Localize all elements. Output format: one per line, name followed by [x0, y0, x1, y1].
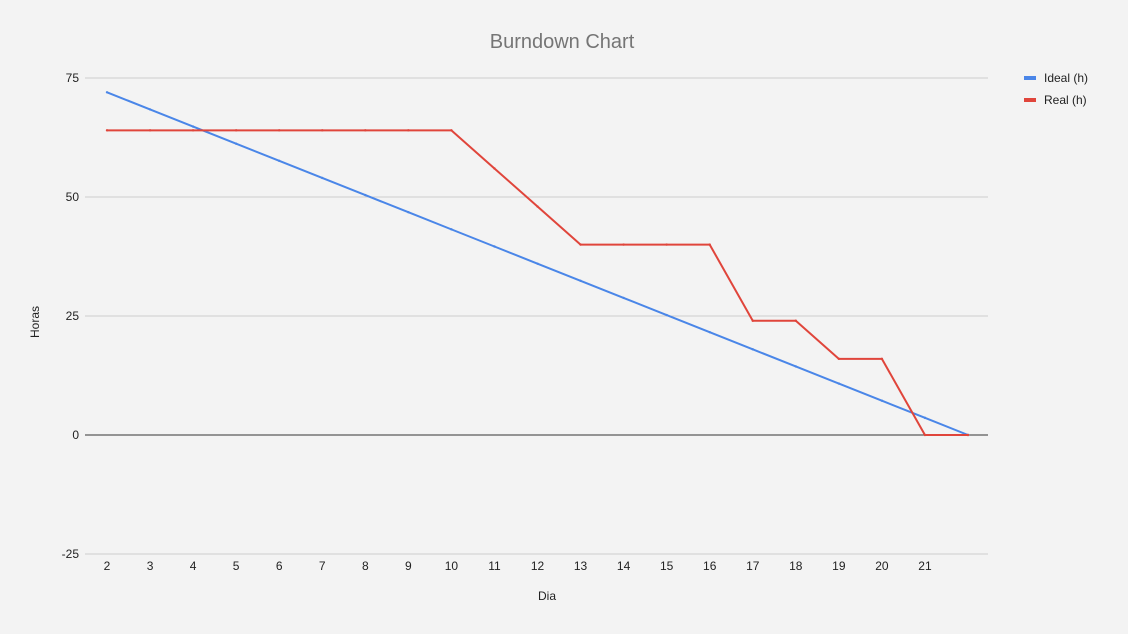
- data-point-ideal-h: [450, 228, 453, 231]
- y-axis-ticks: 75 50 25 0 -25: [62, 71, 80, 561]
- data-point-real-h: [665, 243, 668, 246]
- data-point-real-h: [622, 243, 625, 246]
- data-point-ideal-h: [321, 176, 324, 180]
- legend[interactable]: Ideal (h) Real (h): [1024, 71, 1088, 107]
- data-point-real-h: [837, 357, 841, 361]
- data-point-real-h: [493, 167, 496, 170]
- data-point-real-h: [191, 129, 195, 132]
- data-point-ideal-h: [837, 382, 841, 385]
- x-tick-label: 16: [703, 559, 717, 573]
- data-point-ideal-h: [794, 365, 797, 368]
- x-tick-label: 13: [574, 559, 588, 573]
- data-point-real-h: [278, 129, 281, 132]
- data-point-real-h: [321, 129, 324, 132]
- y-tick-label: 25: [66, 309, 80, 323]
- x-tick-label: 21: [918, 559, 932, 573]
- x-tick-label: 20: [875, 559, 889, 573]
- data-point-ideal-h: [880, 399, 884, 402]
- x-tick-label: 17: [746, 559, 760, 573]
- data-point-real-h: [880, 357, 884, 361]
- data-point-real-h: [579, 243, 582, 246]
- x-tick-label: 10: [445, 559, 459, 573]
- x-axis-label: Dia: [538, 589, 556, 603]
- series-line-real-h: [107, 129, 968, 436]
- x-tick-label: 12: [531, 559, 545, 573]
- y-tick-label: 75: [66, 71, 80, 85]
- legend-entry: Real (h): [1044, 93, 1087, 107]
- x-tick-label: 8: [362, 559, 369, 573]
- data-point-real-h: [148, 129, 152, 132]
- y-tick-label: 0: [72, 428, 79, 442]
- data-point-real-h: [407, 129, 410, 132]
- data-point-real-h: [105, 129, 109, 132]
- data-point-real-h: [923, 433, 927, 437]
- data-point-real-h: [536, 205, 539, 208]
- chart-title: Burndown Chart: [490, 31, 635, 53]
- data-point-real-h: [364, 129, 367, 132]
- y-tick-label: 50: [66, 190, 80, 204]
- x-tick-label: 15: [660, 559, 674, 573]
- x-tick-label: 4: [190, 559, 197, 573]
- x-tick-label: 19: [832, 559, 846, 573]
- data-point-real-h: [450, 129, 453, 132]
- x-tick-label: 18: [789, 559, 803, 573]
- x-tick-label: 5: [233, 559, 240, 573]
- x-tick-label: 9: [405, 559, 412, 573]
- data-point-ideal-h: [278, 159, 281, 163]
- y-tick-label: -25: [62, 547, 80, 561]
- x-tick-label: 11: [488, 559, 501, 573]
- data-point-ideal-h: [622, 296, 625, 300]
- data-point-ideal-h: [708, 330, 711, 334]
- data-point-ideal-h: [191, 125, 195, 128]
- legend-swatch: [1024, 76, 1036, 80]
- legend-swatch: [1024, 98, 1036, 102]
- data-point-real-h: [708, 243, 711, 246]
- data-point-real-h: [751, 319, 754, 322]
- data-point-ideal-h: [579, 279, 582, 282]
- gridlines: [85, 77, 988, 555]
- x-axis-ticks: 2 3 4 5 6 7 8 9 10 11 12 13 14 15 16 17 18 19 20 21: [104, 559, 932, 573]
- data-point-ideal-h: [536, 262, 539, 265]
- y-axis-label: Horas: [28, 306, 42, 338]
- x-tick-label: 2: [104, 559, 111, 573]
- data-point-ideal-h: [234, 142, 238, 145]
- data-point-real-h: [966, 433, 970, 437]
- data-point-real-h: [794, 319, 797, 322]
- series-lines: [105, 91, 970, 437]
- data-point-ideal-h: [665, 313, 668, 317]
- data-point-ideal-h: [148, 108, 152, 111]
- data-point-ideal-h: [105, 91, 109, 94]
- legend-entry: Ideal (h): [1044, 71, 1088, 85]
- data-point-ideal-h: [923, 416, 927, 420]
- x-tick-label: 6: [276, 559, 283, 573]
- data-point-real-h: [234, 129, 238, 132]
- x-tick-label: 3: [147, 559, 154, 573]
- x-tick-label: 14: [617, 559, 631, 573]
- data-point-ideal-h: [407, 211, 410, 214]
- data-point-ideal-h: [493, 245, 496, 248]
- data-point-ideal-h: [751, 348, 754, 351]
- data-point-ideal-h: [364, 193, 367, 197]
- x-tick-label: 7: [319, 559, 326, 573]
